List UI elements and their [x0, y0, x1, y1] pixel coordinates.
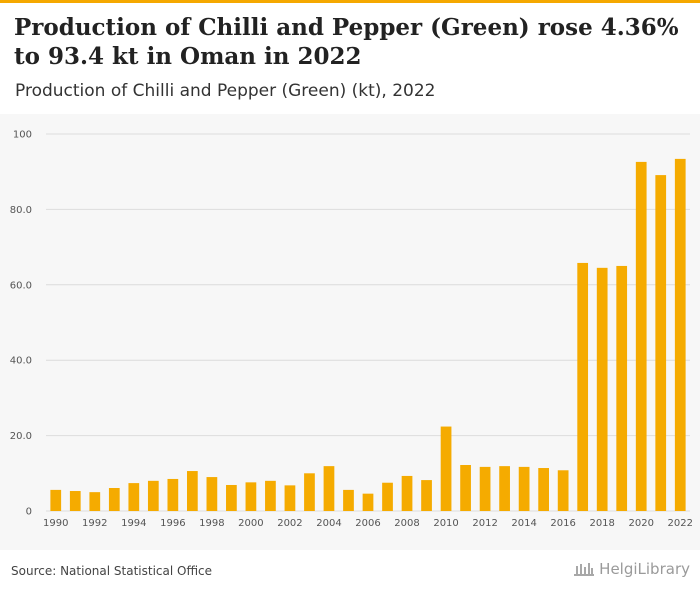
bar-2021[interactable]: [655, 175, 667, 511]
bar-1991[interactable]: [69, 491, 81, 511]
bar-1999[interactable]: [226, 484, 237, 511]
x-tick-label: 2008: [394, 518, 419, 529]
bar-2004[interactable]: [323, 466, 335, 511]
bar-2005[interactable]: [343, 489, 354, 511]
bar-2012[interactable]: [479, 466, 491, 511]
bar-2006[interactable]: [362, 493, 374, 511]
x-tick-label: 2014: [511, 518, 536, 529]
bar-2018[interactable]: [596, 267, 608, 511]
bar-2015[interactable]: [538, 468, 550, 511]
bar-2007[interactable]: [382, 482, 393, 511]
bar-1996[interactable]: [167, 478, 179, 511]
y-tick-label: 20.0: [10, 431, 32, 442]
x-tick-label: 1998: [199, 518, 224, 529]
x-tick-label: 2000: [238, 518, 263, 529]
bar-1997[interactable]: [186, 471, 198, 511]
x-tick-label: 1992: [82, 518, 107, 529]
source-note: Source: National Statistical Office: [11, 564, 213, 578]
bars: [50, 158, 686, 511]
x-tick-label: 2006: [355, 518, 380, 529]
x-tick-label: 2010: [433, 518, 458, 529]
bar-1990[interactable]: [50, 489, 62, 511]
bar-2008[interactable]: [401, 475, 413, 511]
bar-2011[interactable]: [460, 465, 471, 511]
bar-2017[interactable]: [577, 262, 589, 511]
top-accent-rule: [0, 0, 700, 3]
x-tick-label: 2022: [668, 518, 693, 529]
bar-2001[interactable]: [265, 480, 276, 511]
x-tick-label: 1996: [160, 518, 185, 529]
x-tick-label: 2004: [316, 518, 341, 529]
bar-2002[interactable]: [284, 485, 296, 511]
x-tick-label: 2020: [628, 518, 653, 529]
bar-2020[interactable]: [635, 161, 647, 511]
x-tick-label: 2012: [472, 518, 497, 529]
bar-2009[interactable]: [421, 480, 432, 511]
bar-1992[interactable]: [89, 492, 101, 511]
bar-2010[interactable]: [440, 426, 452, 511]
helgi-library-logo[interactable]: HelgiLibrary: [573, 560, 690, 578]
bar-1993[interactable]: [108, 488, 120, 511]
bar-1994[interactable]: [128, 483, 140, 511]
x-tick-label: 2002: [277, 518, 302, 529]
bar-1995[interactable]: [147, 480, 159, 511]
bar-2019[interactable]: [616, 265, 628, 511]
chart-panel: 0 20.0 40.0 60.0 80.0 100 1990 1992 1994 1996 199…: [0, 114, 700, 550]
chart-subtitle: Production of Chilli and Pepper (Green) …: [15, 81, 436, 101]
y-axis-ticks: 0 20.0 40.0 60.0 80.0 100: [10, 130, 32, 518]
y-tick-label: 40.0: [10, 356, 32, 367]
x-tick-label: 1994: [121, 518, 146, 529]
y-tick-label: 60.0: [10, 280, 32, 291]
x-tick-label: 2016: [550, 518, 575, 529]
bar-2003[interactable]: [304, 473, 315, 511]
y-tick-label: 0: [26, 507, 32, 518]
bar-2013[interactable]: [499, 466, 510, 511]
bar-2014[interactable]: [518, 466, 530, 511]
logo-text: HelgiLibrary: [599, 560, 690, 578]
library-building-icon: [574, 563, 595, 576]
chart-title: Production of Chilli and Pepper (Green) …: [14, 14, 679, 70]
bar-2000[interactable]: [245, 482, 257, 511]
y-tick-label: 80.0: [10, 205, 32, 216]
bar-1998[interactable]: [206, 477, 218, 511]
y-tick-label: 100: [13, 130, 32, 141]
x-axis-ticks: 1990 1992 1994 1996 1998 2000 2002 2004 2006 2008…: [43, 518, 693, 529]
x-tick-label: 1990: [43, 518, 68, 529]
bar-2022[interactable]: [674, 158, 686, 511]
gridlines: [46, 133, 690, 512]
bar-2016[interactable]: [557, 470, 569, 511]
x-tick-label: 2018: [589, 518, 614, 529]
